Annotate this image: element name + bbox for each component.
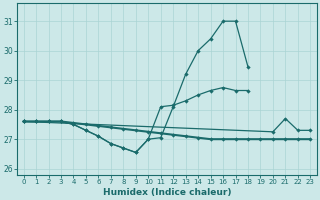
X-axis label: Humidex (Indice chaleur): Humidex (Indice chaleur) (103, 188, 231, 197)
